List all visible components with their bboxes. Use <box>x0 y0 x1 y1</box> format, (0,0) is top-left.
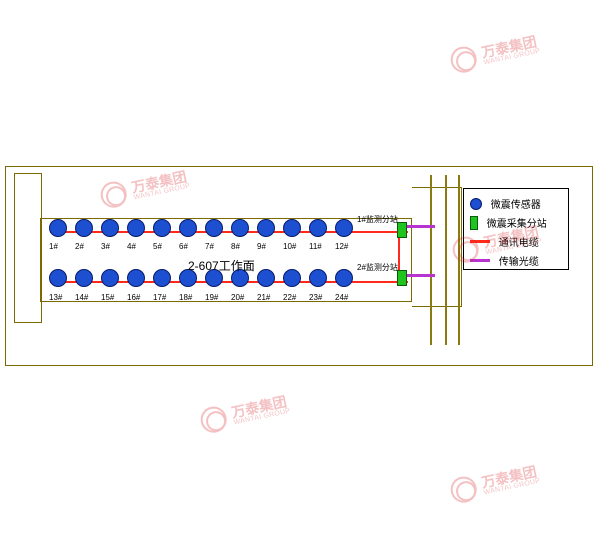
sensor-node <box>309 219 327 237</box>
sensor-node <box>49 269 67 287</box>
sensor-label: 1# <box>49 242 58 251</box>
watermark-logo-icon <box>448 44 479 75</box>
monitor-station <box>397 270 407 286</box>
map-outline <box>445 175 447 345</box>
sensor-node <box>75 219 93 237</box>
sensor-label: 13# <box>49 293 62 302</box>
sensor-node <box>283 219 301 237</box>
sensor-node <box>335 269 353 287</box>
watermark-logo-icon <box>450 234 481 265</box>
sensor-node <box>75 269 93 287</box>
sensor-label: 5# <box>153 242 162 251</box>
monitor-station <box>397 222 407 238</box>
sensor-label: 22# <box>283 293 296 302</box>
watermark-logo-icon <box>198 404 229 435</box>
diagram-canvas: 1# 2# 3# 4# 5# 6# 7# 8# 9# 10# 11# 12# 13# 14# 15# 16#… <box>0 0 597 543</box>
sensor-label: 8# <box>231 242 240 251</box>
sensor-label: 16# <box>127 293 140 302</box>
sensor-label: 14# <box>75 293 88 302</box>
sensor-node <box>309 269 327 287</box>
sensor-node <box>231 219 249 237</box>
sensor-node <box>153 269 171 287</box>
fiber-cable <box>405 274 435 277</box>
station-label: 2#监测分站 <box>357 262 398 273</box>
sensor-label: 24# <box>335 293 348 302</box>
map-outline <box>430 175 432 345</box>
sensor-node <box>335 219 353 237</box>
sensor-node <box>127 219 145 237</box>
sensor-label: 9# <box>257 242 266 251</box>
map-outline <box>14 173 42 323</box>
sensor-label: 6# <box>179 242 188 251</box>
sensor-node <box>101 219 119 237</box>
sensor-label: 12# <box>335 242 348 251</box>
watermark: 万泰集团WANTAI GROUP <box>448 461 541 505</box>
sensor-label: 11# <box>309 242 322 251</box>
sensor-label: 2# <box>75 242 84 251</box>
watermark: 万泰集团WANTAI GROUP <box>448 31 541 75</box>
legend-row: 微震传感器 <box>470 195 541 213</box>
sensor-label: 4# <box>127 242 136 251</box>
sensor-label: 15# <box>101 293 114 302</box>
station-label: 1#监测分站 <box>357 214 398 225</box>
sensor-label: 20# <box>231 293 244 302</box>
fiber-cable <box>405 225 435 228</box>
workface-label: 2-607工作面 <box>188 257 255 274</box>
sensor-node <box>127 269 145 287</box>
sensor-node <box>153 219 171 237</box>
sensor-label: 10# <box>283 242 296 251</box>
watermark: 万泰集团WANTAI GROUP <box>198 391 291 435</box>
sensor-label: 18# <box>179 293 192 302</box>
sensor-node <box>179 219 197 237</box>
sensor-label: 19# <box>205 293 218 302</box>
legend-label: 微震传感器 <box>488 200 541 211</box>
legend-label: 传输光缆 <box>496 257 539 268</box>
watermark-logo-icon <box>98 179 129 210</box>
sensor-node <box>283 269 301 287</box>
sensor-label: 7# <box>205 242 214 251</box>
sensor-label: 17# <box>153 293 166 302</box>
sensor-node <box>49 219 67 237</box>
sensor-node <box>205 219 223 237</box>
sensor-node <box>257 219 275 237</box>
sensor-label: 21# <box>257 293 270 302</box>
sensor-node <box>101 269 119 287</box>
sensor-node <box>257 269 275 287</box>
sensor-label: 23# <box>309 293 322 302</box>
watermark-logo-icon <box>448 474 479 505</box>
sensor-label: 3# <box>101 242 110 251</box>
legend-swatch <box>470 216 478 230</box>
legend-swatch <box>470 198 482 210</box>
